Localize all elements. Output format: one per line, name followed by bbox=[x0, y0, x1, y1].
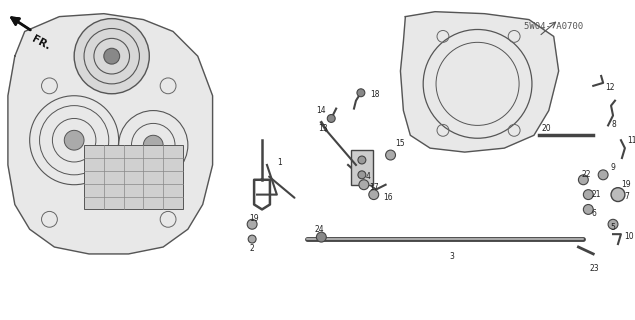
Text: 11: 11 bbox=[627, 136, 635, 145]
Text: 8: 8 bbox=[611, 120, 616, 129]
Circle shape bbox=[248, 235, 256, 243]
Circle shape bbox=[64, 130, 84, 150]
Text: 10: 10 bbox=[624, 232, 634, 241]
Text: 7: 7 bbox=[624, 192, 629, 201]
Circle shape bbox=[247, 219, 257, 229]
Text: 16: 16 bbox=[384, 193, 393, 202]
Circle shape bbox=[104, 48, 119, 64]
Circle shape bbox=[385, 150, 396, 160]
Text: 19: 19 bbox=[249, 214, 259, 223]
Text: 5: 5 bbox=[610, 223, 615, 232]
Polygon shape bbox=[401, 12, 559, 152]
Text: 18: 18 bbox=[370, 90, 379, 99]
Circle shape bbox=[144, 135, 163, 155]
Bar bbox=[84, 145, 183, 209]
Circle shape bbox=[584, 190, 593, 200]
Circle shape bbox=[358, 156, 366, 164]
Text: 4: 4 bbox=[366, 172, 371, 181]
Text: 1: 1 bbox=[277, 158, 281, 167]
Text: 13: 13 bbox=[318, 124, 328, 133]
Text: 23: 23 bbox=[589, 264, 599, 273]
Text: 14: 14 bbox=[316, 106, 326, 115]
Circle shape bbox=[598, 170, 608, 180]
Text: 6: 6 bbox=[591, 209, 596, 218]
Text: 12: 12 bbox=[605, 83, 615, 92]
Circle shape bbox=[608, 219, 618, 229]
Circle shape bbox=[611, 188, 625, 202]
Circle shape bbox=[357, 89, 365, 97]
Circle shape bbox=[74, 19, 149, 94]
Bar bbox=[351, 150, 373, 185]
Text: 22: 22 bbox=[582, 170, 591, 179]
Circle shape bbox=[578, 175, 588, 185]
Text: 15: 15 bbox=[396, 139, 405, 148]
Circle shape bbox=[359, 180, 369, 190]
Circle shape bbox=[584, 204, 593, 214]
Text: 24: 24 bbox=[314, 225, 324, 234]
Text: 19: 19 bbox=[621, 180, 631, 189]
Circle shape bbox=[316, 232, 326, 242]
Circle shape bbox=[369, 190, 378, 200]
Text: 3: 3 bbox=[450, 252, 455, 261]
Polygon shape bbox=[8, 14, 213, 254]
Text: 20: 20 bbox=[542, 124, 551, 133]
Text: 2: 2 bbox=[249, 244, 254, 253]
Text: 17: 17 bbox=[369, 183, 378, 192]
FancyArrowPatch shape bbox=[269, 177, 295, 198]
Circle shape bbox=[327, 115, 335, 123]
Text: 21: 21 bbox=[591, 190, 601, 199]
Circle shape bbox=[358, 171, 366, 179]
Text: 9: 9 bbox=[610, 164, 615, 172]
Text: 5W04- A0700: 5W04- A0700 bbox=[524, 22, 583, 31]
Text: FR.: FR. bbox=[30, 35, 51, 52]
